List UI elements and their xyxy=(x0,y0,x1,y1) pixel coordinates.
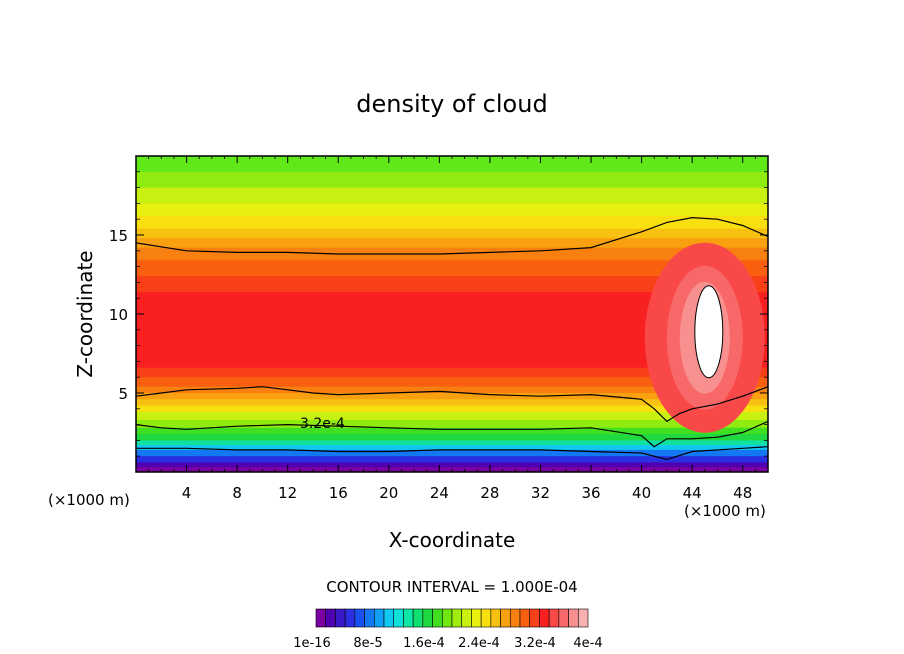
colorbar-tick-label: 2.4e-4 xyxy=(458,636,500,651)
colorbar-swatch xyxy=(461,608,472,628)
colorbar-swatch xyxy=(315,608,327,628)
x-tick-label: 48 xyxy=(733,484,752,502)
colorbar-swatch xyxy=(568,608,579,628)
colorbar-swatch xyxy=(432,608,443,628)
colorbar-swatch xyxy=(490,608,501,628)
colorbar-swatch xyxy=(441,608,453,628)
x-tick-label: 24 xyxy=(430,484,449,502)
colorbar-tick-label: 1e-16 xyxy=(293,636,331,651)
colorbar-labels: 1e-16 8e-5 1.6e-4 2.4e-4 3.2e-4 4e-4 xyxy=(293,636,602,651)
colorbar-swatch xyxy=(373,608,385,628)
hotspot-ring xyxy=(694,285,724,379)
colorbar-swatch xyxy=(412,608,424,628)
x-tick-label: 8 xyxy=(232,484,242,502)
plot-area xyxy=(136,156,768,472)
colorbar-swatch xyxy=(354,608,365,628)
x-unit-right: (×1000 m) xyxy=(684,502,766,520)
colorbar-swatch xyxy=(509,608,521,628)
isoline-base xyxy=(136,446,768,461)
colorbar-swatch xyxy=(451,608,463,628)
colorbar-tick-label: 4e-4 xyxy=(573,636,602,651)
y-axis-ticks: 5 10 15 xyxy=(109,171,768,457)
x-tick-label: 4 xyxy=(182,484,192,502)
x-tick-label: 36 xyxy=(581,484,600,502)
x-tick-label: 32 xyxy=(531,484,550,502)
colorbar-swatch xyxy=(519,608,531,628)
isoline-high xyxy=(136,216,768,255)
x-tick-label: 28 xyxy=(480,484,499,502)
colorbar-swatch xyxy=(471,608,482,628)
colorbar-swatch xyxy=(480,608,492,628)
colorbar-tick-label: 8e-5 xyxy=(353,636,382,651)
x-axis-ticks: 4 8 12 16 20 24 28 32 36 40 44 48 xyxy=(148,156,756,502)
y-tick-label: 5 xyxy=(118,385,128,403)
colorbar-swatch xyxy=(548,608,560,628)
colorbar-swatch xyxy=(335,608,346,628)
colorbar-swatch xyxy=(500,608,511,628)
hotspot xyxy=(644,242,765,433)
y-tick-label: 10 xyxy=(109,306,128,324)
colorbar-swatch xyxy=(344,608,356,628)
colorbar-swatch xyxy=(539,608,550,628)
y-tick-label: 15 xyxy=(109,227,128,245)
colorbar-swatch xyxy=(529,608,540,628)
y-axis-label: Z-coordinate xyxy=(73,250,97,377)
colorbar-swatch xyxy=(383,608,395,628)
colorbar-tick-label: 3.2e-4 xyxy=(514,636,556,651)
x-tick-label: 40 xyxy=(632,484,651,502)
colorbar-swatch xyxy=(325,608,336,628)
isoline-low xyxy=(136,420,768,448)
colorbar-swatch xyxy=(558,608,569,628)
contour-annotation: 3.2e-4 xyxy=(300,416,345,432)
contour-interval-label: CONTOUR INTERVAL = 1.000E-04 xyxy=(326,578,577,596)
x-tick-label: 12 xyxy=(278,484,297,502)
x-tick-label: 20 xyxy=(379,484,398,502)
isoline-mid xyxy=(136,386,768,423)
x-unit-left: (×1000 m) xyxy=(48,491,130,509)
colorbar-swatch xyxy=(364,608,375,628)
colorbar-swatch xyxy=(422,608,433,628)
x-tick-label: 16 xyxy=(329,484,348,502)
chart-title: density of cloud xyxy=(356,90,547,118)
colorbar-swatch xyxy=(577,608,589,628)
colorbar-tick-label: 1.6e-4 xyxy=(403,636,445,651)
colorbar-swatch xyxy=(403,608,414,628)
colorbar xyxy=(315,608,589,628)
isolines xyxy=(136,216,768,461)
x-axis-label: X-coordinate xyxy=(389,528,516,552)
x-tick-label: 44 xyxy=(683,484,702,502)
colorbar-swatch xyxy=(393,608,404,628)
